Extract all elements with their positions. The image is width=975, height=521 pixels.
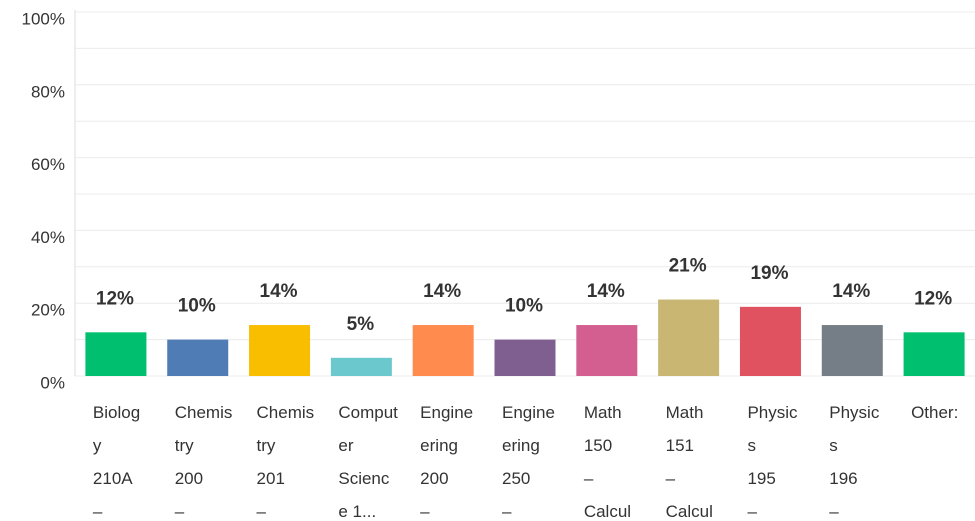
value-label: 19% bbox=[750, 263, 788, 284]
value-label: 21% bbox=[669, 256, 707, 277]
value-label: 10% bbox=[505, 296, 543, 317]
y-tick-label: 20% bbox=[31, 301, 65, 320]
y-tick-label: 100% bbox=[22, 9, 65, 28]
x-tick-label: Chemis try 201 – bbox=[256, 403, 315, 521]
bar bbox=[821, 325, 883, 376]
value-label: 5% bbox=[347, 314, 375, 335]
x-tick-label: Biolog y 210A – bbox=[92, 403, 141, 521]
x-tick-label: Engine ering 250 – bbox=[502, 403, 555, 521]
bar bbox=[739, 306, 801, 376]
x-tick-label: Chemis try 200 – bbox=[174, 403, 233, 521]
bar bbox=[167, 339, 229, 376]
y-tick-label: 0% bbox=[40, 373, 65, 392]
value-label: 12% bbox=[914, 288, 952, 309]
bar bbox=[249, 325, 311, 376]
value-label: 12% bbox=[96, 288, 134, 309]
bar bbox=[658, 299, 720, 376]
bar bbox=[903, 332, 965, 376]
bar bbox=[576, 325, 638, 376]
x-tick-label: Other: bbox=[911, 403, 959, 422]
value-label: 10% bbox=[178, 296, 216, 317]
value-label: 14% bbox=[832, 281, 870, 302]
x-tick-label: Comput er Scienc e 1... bbox=[338, 403, 398, 521]
bar bbox=[330, 357, 392, 376]
value-label: 14% bbox=[423, 281, 461, 302]
x-tick-label: Math 150 – Calcul bbox=[583, 403, 632, 521]
x-tick-label: Math 151 – Calcul bbox=[665, 403, 713, 521]
x-tick-label: Physic s 195 – bbox=[747, 403, 798, 521]
x-tick-label: Engine ering 200 – bbox=[420, 403, 474, 521]
value-label: 14% bbox=[260, 281, 298, 302]
y-tick-label: 60% bbox=[31, 155, 65, 174]
y-tick-label: 80% bbox=[31, 82, 65, 101]
bar bbox=[85, 332, 147, 376]
x-tick-label: Physic s 196 – bbox=[829, 403, 880, 521]
bar bbox=[494, 339, 556, 376]
value-label: 14% bbox=[587, 281, 625, 302]
bar bbox=[412, 325, 474, 376]
y-tick-label: 40% bbox=[31, 228, 65, 247]
